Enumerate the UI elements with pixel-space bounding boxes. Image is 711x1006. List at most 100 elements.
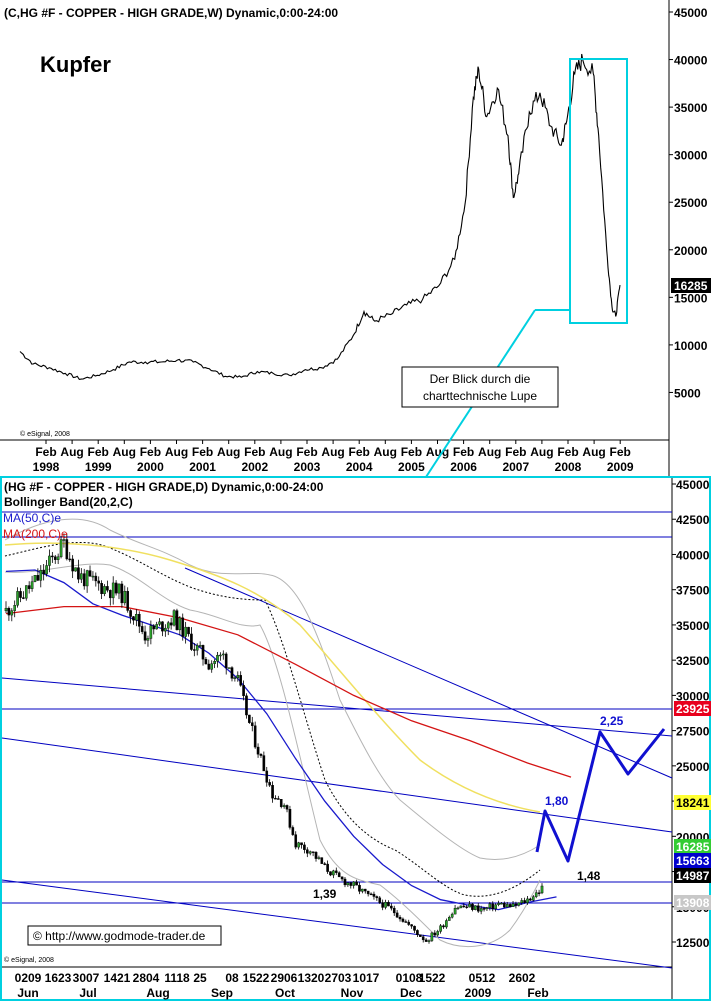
candle-down — [343, 878, 347, 886]
candle-down — [53, 556, 57, 560]
bottom-y-tick-label: 37500 — [676, 584, 710, 598]
candle-down — [120, 583, 124, 604]
candle-down — [277, 798, 280, 800]
bottom-y-tick-label: 45000 — [676, 478, 710, 492]
candle-up — [485, 907, 489, 910]
top-x-year-label: 2006 — [450, 460, 477, 474]
top-x-year-label: 2004 — [346, 460, 373, 474]
top-x-year-label: 2003 — [294, 460, 321, 474]
candle-up — [158, 621, 161, 625]
candle-down — [250, 722, 254, 726]
candle-down — [274, 797, 277, 800]
candle-down — [381, 902, 384, 908]
candle-down — [537, 892, 541, 894]
candle-down — [88, 570, 92, 577]
candle-up — [184, 626, 187, 637]
top-y-tick-label: 25000 — [674, 196, 708, 210]
candle-down — [77, 567, 80, 580]
candle-down — [392, 907, 396, 914]
top-x-year-label: 2002 — [241, 460, 268, 474]
top-x-tick-label: Feb — [192, 445, 213, 459]
bottom-x-tick-label: 0108 — [396, 971, 423, 985]
candle-down — [126, 591, 129, 611]
candle-up — [216, 654, 219, 662]
bottom-header: (HG #F - COPPER - HIGH GRADE,D) Dynamic,… — [4, 480, 324, 494]
candle-down — [253, 725, 257, 748]
top-y-axis: 5000 10000 15000 20000 25000 30000 35000 40000 4… — [669, 6, 708, 400]
candle-down — [106, 586, 109, 591]
forecast-path — [535, 728, 666, 863]
top-y-tick-label: 30000 — [674, 149, 708, 163]
bottom-x-tick-label: 2602 — [509, 971, 536, 985]
watermark-box — [27, 925, 222, 946]
top-panel: (C,HG #F - COPPER - HIGH GRADE,W) Dynami… — [0, 0, 711, 478]
candle-up — [297, 842, 300, 848]
candle-up — [13, 605, 16, 611]
top-x-tick-label: Aug — [165, 445, 188, 459]
ma-yellow-line — [4, 542, 541, 813]
candle-up — [459, 905, 463, 909]
bottom-x-tick-label: 0209 — [15, 971, 42, 985]
ma200-legend-label: MA(200,C)e — [3, 527, 68, 541]
candle-down — [349, 882, 353, 886]
candle-up — [178, 617, 182, 631]
candle-down — [363, 888, 367, 892]
candle-down — [404, 921, 408, 923]
top-y-tick-label: 45000 — [674, 6, 708, 20]
bottom-month-label: Sep — [211, 986, 233, 1000]
candle-down — [161, 621, 164, 632]
candle-down — [369, 893, 373, 896]
candle-down — [279, 799, 283, 807]
candle-up — [236, 675, 240, 678]
candle-up — [453, 907, 457, 915]
candle-up — [439, 925, 442, 932]
bottom-month-label: Aug — [146, 986, 169, 1000]
candle-up — [352, 881, 355, 886]
candle-down — [462, 905, 466, 908]
bottom-copyright: © eSignal, 2008 — [4, 956, 54, 964]
bottom-x-tick-label: 3007 — [73, 971, 100, 985]
candle-down — [340, 876, 344, 880]
candle-down — [207, 663, 211, 670]
trendline-lower — [1, 879, 673, 969]
candle-up — [62, 539, 66, 541]
indicator-label: Bollinger Band(20,2,C) — [4, 495, 133, 509]
candle-up — [511, 903, 515, 907]
candle-up — [80, 573, 83, 580]
candle-up — [532, 896, 535, 901]
price-tag-label: 14987 — [676, 869, 710, 883]
candle-down — [94, 575, 98, 582]
candle-down — [190, 633, 193, 650]
candle-down — [7, 607, 11, 616]
callout-box — [401, 366, 559, 408]
candle-down — [68, 558, 72, 561]
candle-up — [534, 892, 538, 897]
candle-up — [135, 614, 138, 621]
candle-up — [445, 920, 448, 928]
bottom-month-label: Oct — [275, 986, 295, 1000]
candle-down — [140, 626, 144, 632]
candle-up — [16, 591, 19, 606]
watermark-text: © http://www.godmode-trader.de — [33, 929, 206, 943]
candle-down — [265, 770, 269, 783]
bottom-y-tick-label: 27500 — [676, 725, 710, 739]
candle-up — [488, 903, 492, 908]
candle-up — [91, 575, 95, 578]
candle-down — [242, 685, 245, 697]
candle-down — [248, 714, 251, 723]
candle-up — [384, 902, 387, 908]
candle-down — [491, 903, 495, 910]
candle-up — [332, 870, 335, 876]
bottom-y-tick-label: 35000 — [676, 619, 710, 633]
candle-down — [51, 555, 54, 558]
candle-down — [390, 905, 393, 909]
candle-down — [323, 863, 327, 865]
trendline-down-channel — [184, 567, 673, 779]
candle-down — [410, 924, 413, 927]
candle-down — [65, 539, 69, 560]
bollinger-lower — [4, 563, 541, 948]
candle-up — [149, 625, 153, 639]
candle-up — [494, 904, 497, 910]
bottom-month-label: Feb — [527, 986, 548, 1000]
